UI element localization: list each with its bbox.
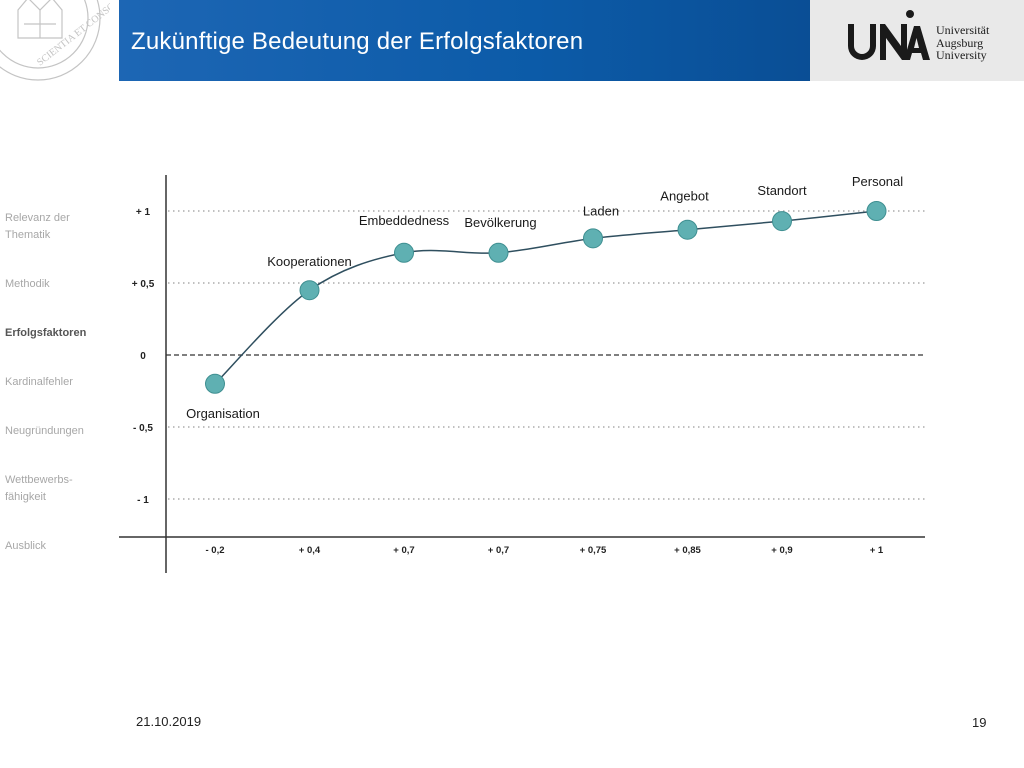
- y-tick-label: + 1: [136, 207, 151, 218]
- university-seal: SCIENTIA ET CONSCIENTIA: [0, 0, 110, 86]
- x-tick-label: + 0,4: [299, 545, 321, 556]
- x-tick-label: + 0,9: [771, 545, 792, 556]
- data-label: Bevölkerung: [464, 215, 536, 230]
- page-number: 19: [972, 715, 987, 730]
- title-bar: Zukünftige Bedeutung der Erfolgsfaktoren: [119, 0, 810, 81]
- nav-item-erfolgsfaktoren[interactable]: Erfolgsfaktoren: [5, 327, 87, 339]
- data-label: Personal: [852, 174, 903, 189]
- nav-item-kardinalfehler[interactable]: Kardinalfehler: [5, 376, 73, 388]
- data-point: [866, 201, 887, 221]
- nav-item-wettbewerbsfaehigkeit[interactable]: Wettbewerbs-fähigkeit: [5, 474, 73, 503]
- data-point: [772, 211, 792, 232]
- data-label: Organisation: [186, 406, 260, 421]
- nav-item-neugruendungen[interactable]: Neugründungen: [5, 425, 84, 437]
- data-point: [299, 280, 320, 301]
- data-point: [488, 242, 509, 263]
- data-label: Standort: [757, 183, 807, 198]
- university-logo: Universität Augsburg University: [810, 0, 1024, 81]
- uni-logo-mark: [848, 10, 930, 60]
- y-tick-label: 0: [140, 351, 146, 362]
- y-tick-label: - 0,5: [133, 423, 153, 434]
- data-label: Kooperationen: [267, 254, 352, 269]
- footer-date: 21.10.2019: [136, 714, 202, 729]
- university-name: Universität Augsburg University: [936, 23, 990, 62]
- data-point: [394, 242, 414, 263]
- x-tick-label: + 0,75: [580, 545, 607, 556]
- x-tick-label: + 0,85: [674, 545, 701, 556]
- x-tick-label: + 0,7: [393, 545, 414, 556]
- nav-item-ausblick[interactable]: Ausblick: [5, 540, 46, 552]
- x-tick-label: + 1: [870, 545, 884, 556]
- x-tick-label: - 0,2: [205, 545, 224, 556]
- data-label: Laden: [583, 203, 619, 218]
- y-tick-label: - 1: [137, 495, 149, 506]
- data-point: [583, 228, 603, 249]
- data-point: [205, 373, 225, 394]
- nav-item-relevanz[interactable]: Relevanz der Thematik: [5, 212, 70, 241]
- data-label: Angebot: [660, 189, 709, 204]
- page-title: Zukünftige Bedeutung der Erfolgsfaktoren: [131, 28, 584, 55]
- data-point: [677, 219, 698, 240]
- x-tick-label: + 0,7: [488, 545, 509, 556]
- data-label: Embeddedness: [359, 213, 450, 228]
- y-tick-label: + 0,5: [132, 279, 155, 290]
- nav-item-methodik[interactable]: Methodik: [5, 278, 50, 290]
